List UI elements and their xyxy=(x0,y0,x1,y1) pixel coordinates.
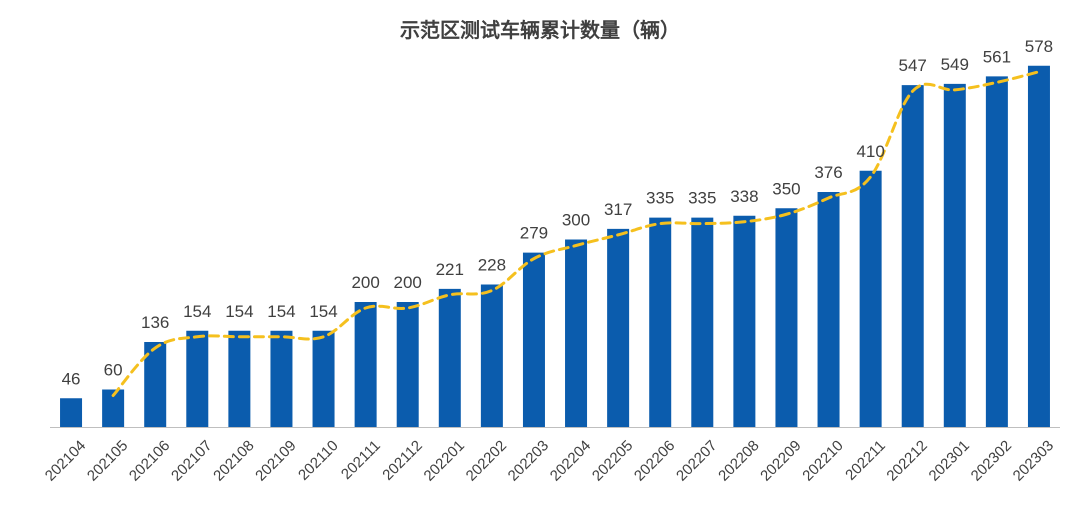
bar-202208 xyxy=(733,215,756,427)
x-tick-label-202208: 202208 xyxy=(715,437,762,484)
bar-202104 xyxy=(60,398,83,427)
data-label-202210: 376 xyxy=(814,163,842,182)
x-tick-label-202209: 202209 xyxy=(757,437,804,484)
bar-202210 xyxy=(817,192,840,427)
trend-line xyxy=(111,70,1041,397)
x-tick-label-202210: 202210 xyxy=(799,437,846,484)
data-label-202211: 410 xyxy=(856,142,884,161)
data-label-202206: 335 xyxy=(646,189,674,208)
data-label-202110: 154 xyxy=(309,302,337,321)
data-label-202302: 561 xyxy=(983,47,1011,66)
bar-202212 xyxy=(901,85,924,427)
data-label-202111: 200 xyxy=(351,273,379,292)
x-tick-label-202104: 202104 xyxy=(42,437,89,484)
bar-202209 xyxy=(775,208,798,427)
bar-202202 xyxy=(480,284,503,427)
data-label-202104: 46 xyxy=(62,369,81,388)
data-label-202108: 154 xyxy=(225,302,253,321)
x-tick-label-202212: 202212 xyxy=(883,437,930,484)
data-label-202201: 221 xyxy=(436,260,464,279)
bar-202111 xyxy=(354,302,377,427)
data-label-202208: 338 xyxy=(730,187,758,206)
bar-202109 xyxy=(270,330,293,427)
x-tick-label-202109: 202109 xyxy=(252,437,299,484)
data-label-202112: 200 xyxy=(394,273,422,292)
bar-202303 xyxy=(1027,65,1050,427)
data-label-202107: 154 xyxy=(183,302,211,321)
x-tick-label-202301: 202301 xyxy=(926,437,973,484)
data-label-202207: 335 xyxy=(688,189,716,208)
chart-title: 示范区测试车辆累计数量（辆） xyxy=(400,18,680,42)
bar-202110 xyxy=(312,330,335,427)
data-labels-layer: 46 60 136 154 154 154 154 200 200 221 228 279 300 317… xyxy=(62,37,1054,389)
bar-202108 xyxy=(228,330,251,427)
data-label-202212: 547 xyxy=(899,56,927,75)
x-tick-label-202106: 202106 xyxy=(126,437,173,484)
data-label-202303: 578 xyxy=(1025,37,1053,56)
x-tick-label-202202: 202202 xyxy=(463,437,510,484)
bar-202201 xyxy=(438,288,461,427)
data-label-202301: 549 xyxy=(941,55,969,74)
bar-202112 xyxy=(396,302,419,427)
bar-202107 xyxy=(186,330,209,427)
x-tick-label-202112: 202112 xyxy=(379,437,426,484)
data-label-202105: 60 xyxy=(104,361,123,380)
x-tick-label-202204: 202204 xyxy=(547,437,594,484)
x-tick-label-202203: 202203 xyxy=(505,437,552,484)
data-label-202204: 300 xyxy=(562,211,590,230)
bar-202206 xyxy=(649,217,672,427)
x-tick-label-202105: 202105 xyxy=(84,437,131,484)
data-label-202202: 228 xyxy=(478,256,506,275)
x-axis: 2021042021052021062021072021082021092021… xyxy=(42,427,1060,485)
bar-202207 xyxy=(691,217,714,427)
data-label-202209: 350 xyxy=(772,179,800,198)
x-tick-label-202206: 202206 xyxy=(631,437,678,484)
data-label-202106: 136 xyxy=(141,313,169,332)
bar-202301 xyxy=(943,83,966,427)
bars-layer xyxy=(60,65,1050,427)
bar-202106 xyxy=(144,342,167,427)
x-tick-label-202302: 202302 xyxy=(968,437,1015,484)
data-label-202203: 279 xyxy=(520,224,548,243)
bar-202302 xyxy=(985,76,1008,427)
x-tick-label-202108: 202108 xyxy=(210,437,257,484)
x-tick-label-202201: 202201 xyxy=(421,437,468,484)
x-tick-label-202205: 202205 xyxy=(589,437,636,484)
bar-202204 xyxy=(565,239,588,427)
data-label-202109: 154 xyxy=(267,302,295,321)
bar-202203 xyxy=(522,252,545,427)
x-tick-label-202107: 202107 xyxy=(168,437,215,484)
x-tick-label-202303: 202303 xyxy=(1010,437,1057,484)
x-tick-label-202211: 202211 xyxy=(842,437,889,484)
x-tick-label-202111: 202111 xyxy=(338,437,384,483)
x-tick-label-202207: 202207 xyxy=(673,437,720,484)
bar-202211 xyxy=(859,170,882,427)
trend-layer xyxy=(111,70,1041,397)
bar-202105 xyxy=(102,389,125,427)
x-tick-label-202110: 202110 xyxy=(295,437,342,484)
data-label-202205: 317 xyxy=(604,200,632,219)
bar-202205 xyxy=(607,228,630,427)
